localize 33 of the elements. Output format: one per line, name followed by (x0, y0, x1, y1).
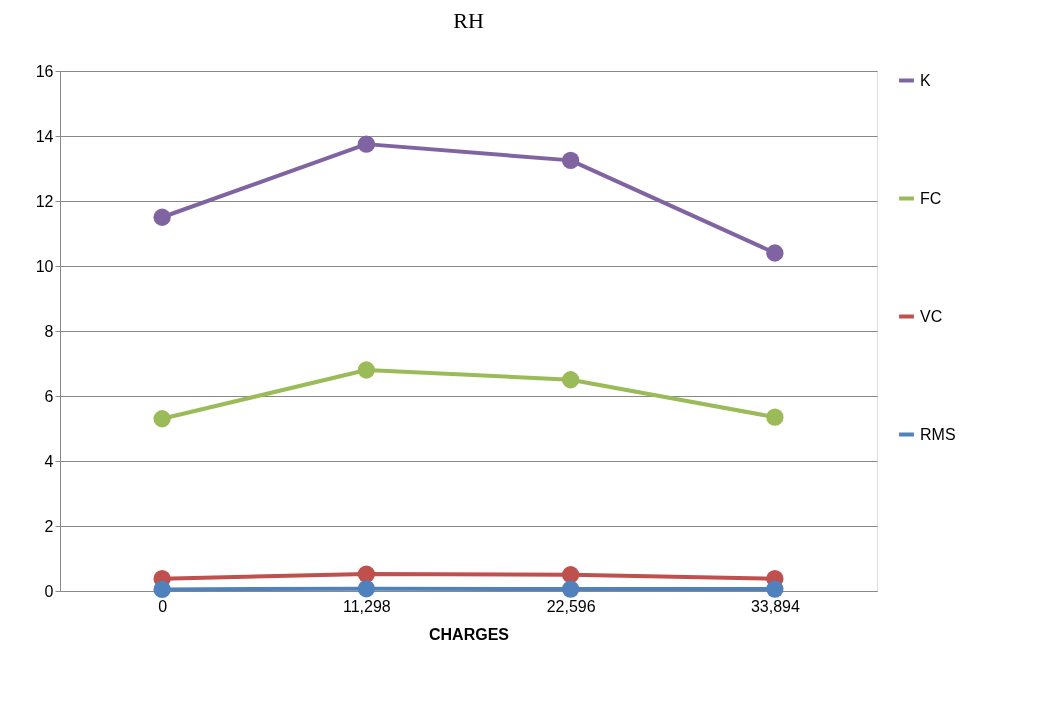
point (357, 565, 376, 583)
point (766, 408, 784, 426)
point (766, 244, 784, 262)
point (153, 580, 171, 599)
point (766, 580, 784, 598)
legend-label: FC (920, 189, 942, 207)
y-tick-label: 4 (44, 452, 54, 470)
chart-title: RH (453, 8, 484, 33)
y-tick-label: 14 (35, 127, 54, 145)
y-tick-label: 2 (44, 517, 54, 535)
y-tick-label: 10 (35, 257, 54, 275)
y-tick-label: 6 (44, 387, 54, 405)
point (357, 135, 376, 153)
y-tick-label: 16 (35, 62, 54, 80)
x-tick-label: 22,596 (546, 597, 596, 615)
point (561, 566, 580, 584)
y-tick-label: 12 (35, 192, 54, 210)
y-tick-label: 0 (44, 582, 54, 600)
legend-label: RMS (920, 425, 956, 443)
point (153, 208, 171, 226)
y-tick-label: 8 (44, 322, 54, 340)
legend-label: K (920, 71, 931, 89)
point (357, 361, 376, 379)
point (561, 151, 580, 170)
point (153, 410, 171, 428)
point (561, 580, 580, 598)
x-axis-title: CHARGES (428, 625, 510, 643)
x-tick-label: 33,894 (750, 597, 800, 615)
x-tick-label: 0 (158, 597, 168, 615)
legend-label: VC (920, 307, 943, 325)
x-tick-label: 11,298 (343, 597, 391, 615)
point (357, 580, 376, 598)
point (561, 371, 580, 389)
